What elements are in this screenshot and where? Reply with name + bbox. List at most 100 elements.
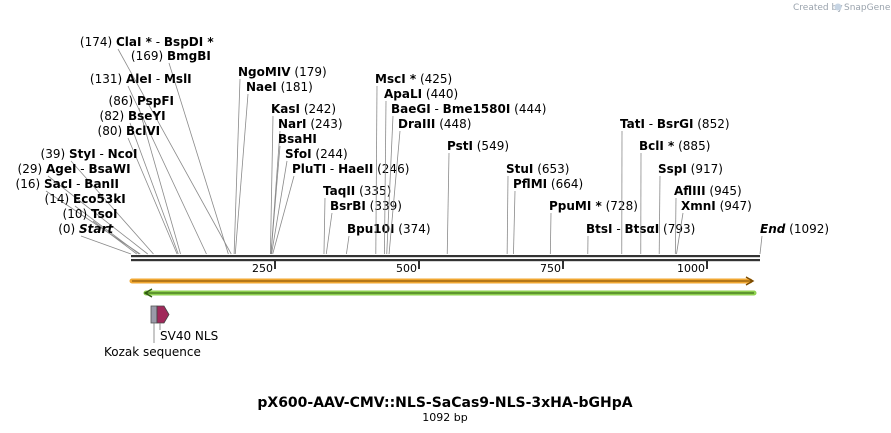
site-position: (246) xyxy=(373,162,409,176)
enzyme-name: AleI xyxy=(126,72,152,86)
site-position: (448) xyxy=(435,117,471,131)
restriction-site[interactable]: SfoI (244) xyxy=(271,147,348,255)
restriction-site[interactable]: (39) StyI - NcoI xyxy=(41,147,154,255)
enzyme-name: ApaLI xyxy=(384,87,422,101)
restriction-site[interactable]: SspI (917) xyxy=(658,162,723,255)
enzyme-name: BseYI xyxy=(128,109,166,123)
site-position: (947) xyxy=(716,199,752,213)
restriction-site[interactable]: TaqII (335) xyxy=(323,184,391,255)
restriction-site[interactable]: TatI - BsrGI (852) xyxy=(620,117,730,255)
restriction-site[interactable]: (169) BmgBI xyxy=(131,49,229,255)
site-label: XmnI (947) xyxy=(681,199,752,213)
restriction-site[interactable]: KasI (242) xyxy=(269,102,336,255)
restriction-site[interactable]: BsaHI xyxy=(270,132,317,255)
enzyme-name: SfoI xyxy=(285,147,312,161)
restriction-site[interactable]: (0) Start xyxy=(58,222,132,255)
restriction-site[interactable]: NgoMIV (179) xyxy=(233,65,327,255)
enzyme-name: SspI xyxy=(658,162,687,176)
enzyme-name: DraIII xyxy=(398,117,435,131)
enzyme-name-2: MslI xyxy=(164,72,192,86)
site-leader-line xyxy=(234,93,249,255)
restriction-site[interactable]: XmnI (947) xyxy=(676,199,752,255)
enzyme-name-2: BspDI * xyxy=(164,35,214,49)
site-label: (82) BseYI xyxy=(100,109,166,123)
restriction-site[interactable]: PpuMI * (728) xyxy=(549,199,638,255)
enzyme-name: TaqII xyxy=(323,184,355,198)
restriction-site[interactable]: NaeI (181) xyxy=(234,80,313,255)
site-position: (852) xyxy=(693,117,729,131)
enzyme-name: SacI xyxy=(44,177,72,191)
site-label: (39) StyI - NcoI xyxy=(41,147,138,161)
site-label: (29) AgeI - BsaWI xyxy=(18,162,131,176)
restriction-site[interactable]: (16) SacI - BanII xyxy=(16,177,141,255)
restriction-site[interactable]: (174) ClaI * - BspDI * xyxy=(80,35,232,255)
site-separator: - xyxy=(431,102,443,116)
restriction-site[interactable]: End (1092) xyxy=(759,222,829,255)
site-leader-line xyxy=(513,190,516,255)
enzyme-name: End xyxy=(760,222,786,236)
site-label: PstI (549) xyxy=(447,139,509,153)
enzyme-name: TsoI xyxy=(91,207,117,221)
ruler-tick-label: 750 xyxy=(540,262,561,275)
restriction-site[interactable]: StuI (653) xyxy=(506,162,569,255)
site-label: NgoMIV (179) xyxy=(238,65,327,79)
site-label: BclI * (885) xyxy=(639,139,710,153)
site-position: (86) xyxy=(109,94,137,108)
restriction-site[interactable]: (10) TsoI xyxy=(63,207,138,255)
site-position: (179) xyxy=(291,65,327,79)
restriction-site[interactable]: BclI * (885) xyxy=(639,139,710,255)
restriction-site[interactable]: PflMI (664) xyxy=(513,177,583,255)
site-label: (131) AleI - MslI xyxy=(90,72,192,86)
site-label: (14) Eco53kI xyxy=(45,192,126,206)
site-label: PpuMI * (728) xyxy=(549,199,638,213)
restriction-site[interactable]: (86) PspFI xyxy=(109,94,181,255)
site-separator: - xyxy=(152,72,164,86)
restriction-site[interactable]: ApaLI (440) xyxy=(384,87,458,255)
enzyme-name-2: NcoI xyxy=(108,147,138,161)
restriction-site[interactable]: (14) Eco53kI xyxy=(45,192,140,255)
enzyme-name: BsaHI xyxy=(278,132,317,146)
restriction-site[interactable]: BtsI - BtsαI (793) xyxy=(586,222,695,255)
site-label: NaeI (181) xyxy=(246,80,313,94)
site-label: Bpu10I (374) xyxy=(347,222,431,236)
enzyme-name: BtsI xyxy=(586,222,613,236)
site-leader-line xyxy=(117,48,232,255)
site-leader-line xyxy=(127,137,178,255)
restriction-site[interactable]: AflIII (945) xyxy=(674,184,742,255)
brand-text: SnapGene xyxy=(844,3,891,13)
restriction-site[interactable]: DraIII (448) xyxy=(388,117,471,255)
restriction-site[interactable]: (29) AgeI - BsaWI xyxy=(18,162,148,255)
enzyme-name: StyI xyxy=(69,147,96,161)
restriction-site[interactable]: PluTI - HaeII (246) xyxy=(272,162,410,255)
green-feature-arrow[interactable] xyxy=(143,288,757,298)
site-leader-line xyxy=(375,85,378,255)
plasmid-name: pX600-AAV-CMV::NLS-SaCas9-NLS-3xHA-bGHpA xyxy=(257,395,632,411)
site-label: MscI * (425) xyxy=(375,72,452,86)
kozak-feature[interactable]: Kozak sequence xyxy=(104,305,201,359)
arrowhead-right-icon xyxy=(745,276,755,286)
sv40-nls-feature[interactable]: SV40 NLS xyxy=(156,305,218,343)
enzyme-name: KasI xyxy=(271,102,300,116)
site-position: (10) xyxy=(63,207,91,221)
kozak-box xyxy=(150,305,158,324)
restriction-site[interactable]: NarI (243) xyxy=(270,117,343,255)
site-leader-line xyxy=(92,220,138,255)
site-leader-line xyxy=(138,107,181,255)
site-position: (945) xyxy=(706,184,742,198)
restriction-site[interactable]: (80) BclVI xyxy=(98,124,178,255)
site-leader-line xyxy=(233,78,241,255)
site-label: NarI (243) xyxy=(278,117,343,131)
orange-feature-arrow[interactable] xyxy=(129,276,755,286)
site-label: KasI (242) xyxy=(271,102,336,116)
site-position: (169) xyxy=(131,49,167,63)
site-position: (549) xyxy=(473,139,509,153)
site-leader-line xyxy=(388,130,401,255)
restriction-site[interactable]: PstI (549) xyxy=(446,139,509,255)
restriction-site[interactable]: Bpu10I (374) xyxy=(346,222,431,255)
site-position: (425) xyxy=(416,72,452,86)
site-label: BaeGI - Bme1580I (444) xyxy=(391,102,546,116)
restriction-site[interactable]: (82) BseYI xyxy=(100,109,179,255)
restriction-site[interactable]: BaeGI - Bme1580I (444) xyxy=(386,102,547,255)
restriction-site[interactable]: MscI * (425) xyxy=(375,72,452,255)
enzyme-name: PflMI xyxy=(513,177,547,191)
